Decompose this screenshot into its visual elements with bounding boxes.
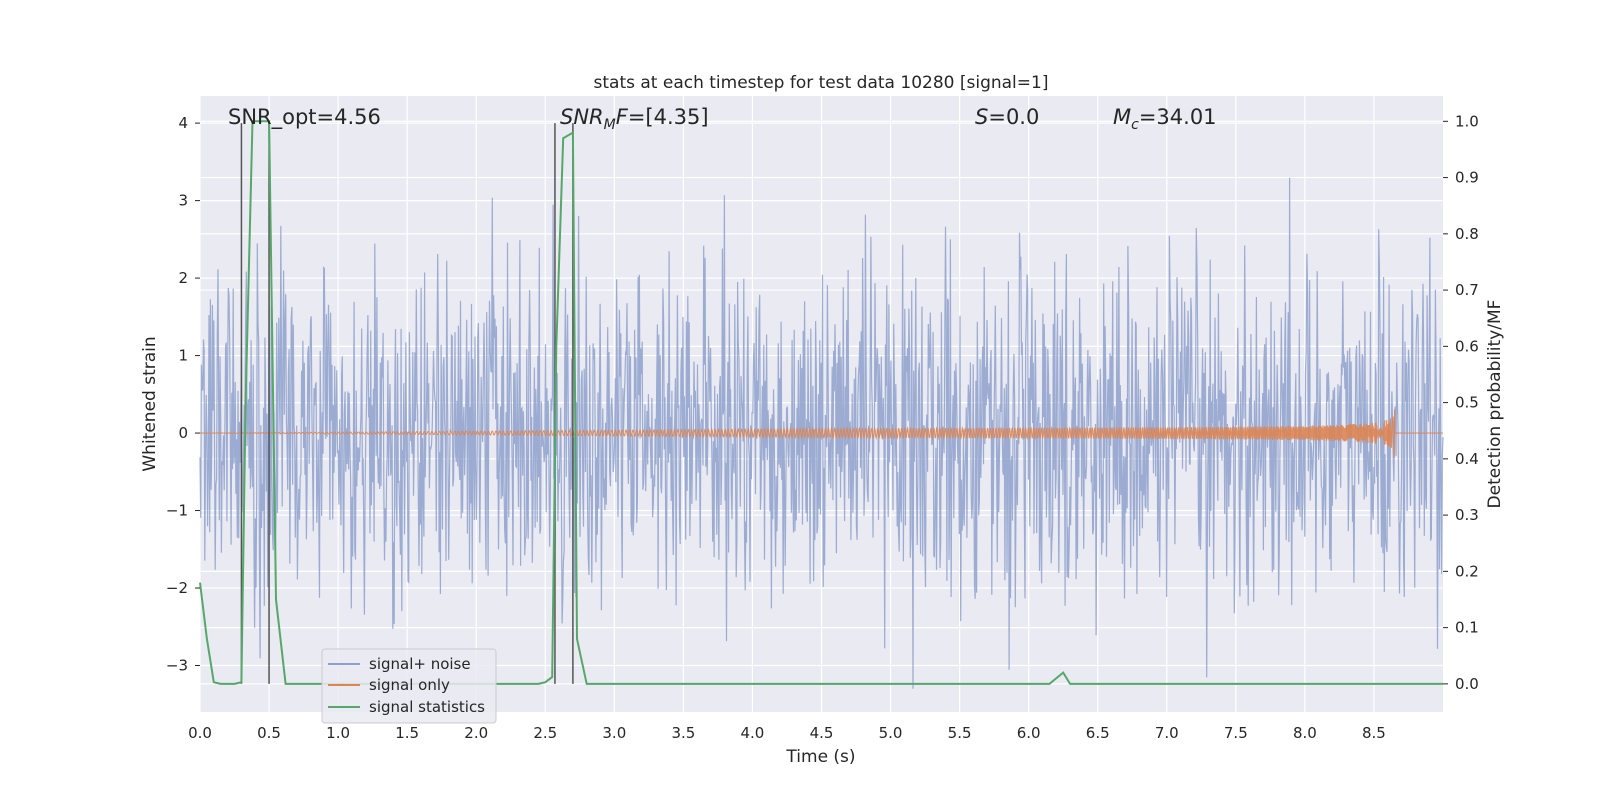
signal-noise-line xyxy=(199,177,1444,689)
x-tick-label: 6.0 xyxy=(1017,724,1041,742)
x-tick-label: 7.5 xyxy=(1224,724,1248,742)
x-tick-label: 6.5 xyxy=(1086,724,1110,742)
y-tick-label: 4 xyxy=(178,114,188,132)
y-right-tick-label: 0.9 xyxy=(1455,169,1479,187)
y-right-tick-label: 0.4 xyxy=(1455,450,1479,468)
x-tick-label: 0.0 xyxy=(188,724,212,742)
y-tick-label: 3 xyxy=(178,192,188,210)
legend-label-signal-only: signal only xyxy=(369,676,450,694)
x-tick-label: 8.5 xyxy=(1362,724,1386,742)
y-right-tick-label: 0.6 xyxy=(1455,337,1479,355)
legend-label-signal-noise: signal+ noise xyxy=(369,655,471,673)
y-tick-label: −1 xyxy=(166,502,188,520)
legend-label-signal-statistics: signal statistics xyxy=(369,698,485,716)
x-tick-label: 3.5 xyxy=(671,724,695,742)
x-tick-label: 4.0 xyxy=(741,724,765,742)
x-tick-label: 2.0 xyxy=(464,724,488,742)
y-tick-label: −3 xyxy=(166,657,188,675)
y-axis-right-ticks: 0.0 0.1 0.2 0.3 0.4 0.5 0.6 0.7 0.8 0.9 1.0 xyxy=(1443,112,1479,693)
signal-only-series xyxy=(200,409,1443,458)
x-tick-label: 5.5 xyxy=(948,724,972,742)
x-axis-label: Time (s) xyxy=(785,747,855,767)
x-tick-label: 1.5 xyxy=(395,724,419,742)
x-tick-label: 0.5 xyxy=(257,724,281,742)
y-right-tick-label: 0.0 xyxy=(1455,675,1479,693)
y-right-tick-label: 0.3 xyxy=(1455,506,1479,524)
chart-title: stats at each timestep for test data 102… xyxy=(594,73,1049,93)
signal-statistics-line xyxy=(199,120,1443,685)
annotation-snr-mf: SNRMF=[4.35] xyxy=(560,105,709,133)
y-axis-label: Whitened strain xyxy=(140,336,160,471)
legend: signal+ noise signal only signal statist… xyxy=(321,648,497,724)
annotation-s: S=0.0 xyxy=(975,105,1039,129)
x-tick-label: 8.0 xyxy=(1293,724,1317,742)
y-right-tick-label: 0.8 xyxy=(1455,225,1479,243)
x-tick-label: 2.5 xyxy=(533,724,557,742)
y-axis-right-label: Detection probability/MF xyxy=(1485,300,1505,509)
y-right-tick-label: 0.5 xyxy=(1455,394,1479,412)
y-tick-label: 0 xyxy=(178,424,188,442)
signal-noise-series xyxy=(199,177,1444,689)
annotation-mc: Mc=34.01 xyxy=(1113,105,1217,133)
y-right-tick-label: 1.0 xyxy=(1455,112,1479,130)
y-tick-label: −2 xyxy=(166,579,188,597)
x-tick-label: 3.0 xyxy=(602,724,626,742)
legend-box xyxy=(321,648,497,724)
x-tick-label: 1.0 xyxy=(326,724,350,742)
y-tick-label: 1 xyxy=(178,347,188,365)
y-axis-ticks: −3 −2 −1 0 1 2 3 4 xyxy=(166,114,200,675)
x-tick-label: 5.0 xyxy=(879,724,903,742)
annotation-snr-opt: SNR_opt=4.56 xyxy=(228,105,381,130)
x-axis-ticks: 0.0 0.5 1.0 1.5 2.0 2.5 3.0 3.5 4.0 4.5 5.0 5.5 6.0 6… xyxy=(188,724,1386,742)
y-right-tick-label: 0.1 xyxy=(1455,619,1479,637)
y-right-tick-label: 0.2 xyxy=(1455,562,1479,580)
y-right-tick-label: 0.7 xyxy=(1455,281,1479,299)
signal-statistics-series xyxy=(199,120,1443,685)
x-tick-label: 7.0 xyxy=(1155,724,1179,742)
signal-only-line xyxy=(200,409,1443,458)
x-tick-label: 4.5 xyxy=(810,724,834,742)
y-tick-label: 2 xyxy=(178,269,188,287)
